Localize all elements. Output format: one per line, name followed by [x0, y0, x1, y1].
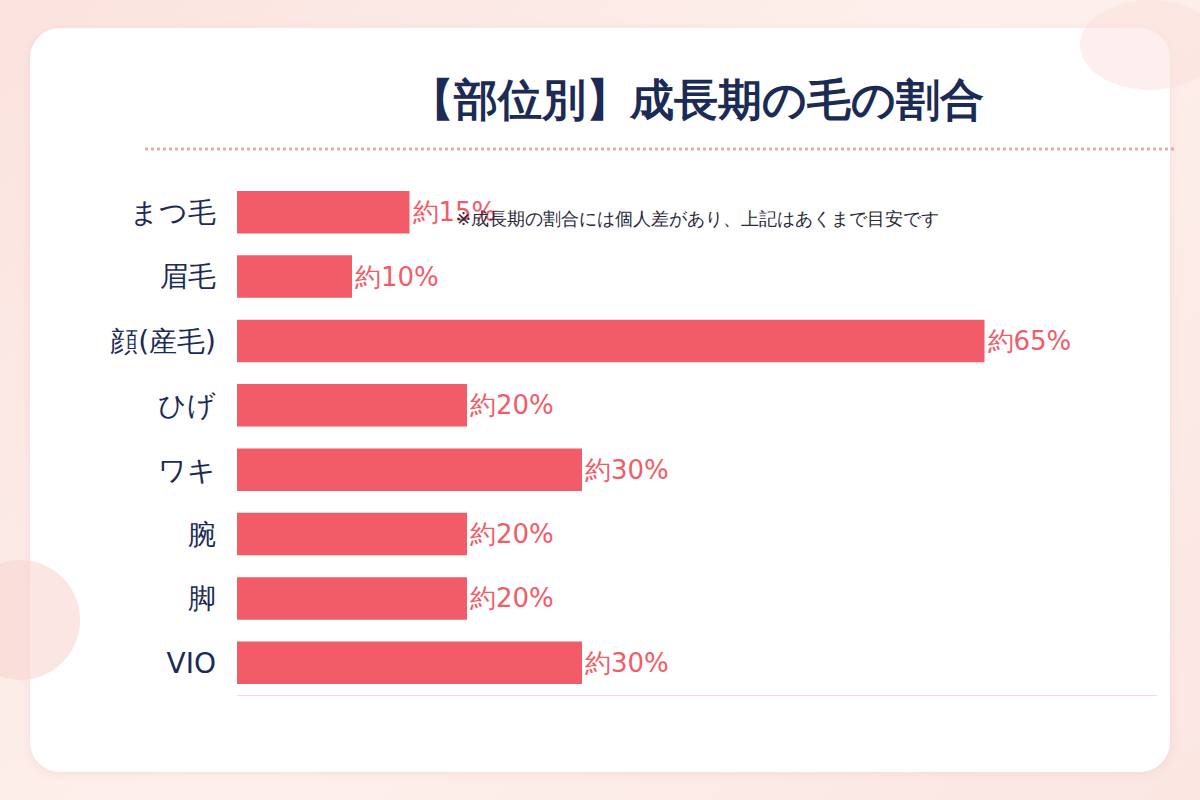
svg-text:約30%: 約30% — [585, 455, 669, 485]
svg-text:約30%: 約30% — [585, 648, 669, 678]
svg-text:約20%: 約20% — [470, 583, 554, 613]
svg-text:約15%: 約15% — [413, 197, 497, 227]
svg-text:約20%: 約20% — [470, 519, 554, 549]
svg-text:約20%: 約20% — [470, 390, 554, 420]
svg-text:ひげ: ひげ — [158, 389, 216, 422]
svg-text:眉毛: 眉毛 — [160, 260, 216, 293]
svg-text:※成長期の割合には個人差があり、上記はあくまで目安です: ※成長期の割合には個人差があり、上記はあくまで目安です — [456, 208, 939, 229]
svg-text:顔(産毛): 顔(産毛) — [110, 325, 216, 358]
svg-text:腕: 腕 — [188, 518, 216, 551]
svg-text:【部位別】成長期の毛の割合: 【部位別】成長期の毛の割合 — [410, 74, 984, 125]
svg-text:約10%: 約10% — [355, 262, 439, 292]
svg-text:まつ毛: まつ毛 — [130, 196, 216, 229]
svg-text:約65%: 約65% — [988, 326, 1072, 356]
svg-text:VIO: VIO — [167, 647, 216, 680]
svg-text:脚: 脚 — [188, 582, 216, 615]
svg-text:ワキ: ワキ — [158, 453, 216, 486]
